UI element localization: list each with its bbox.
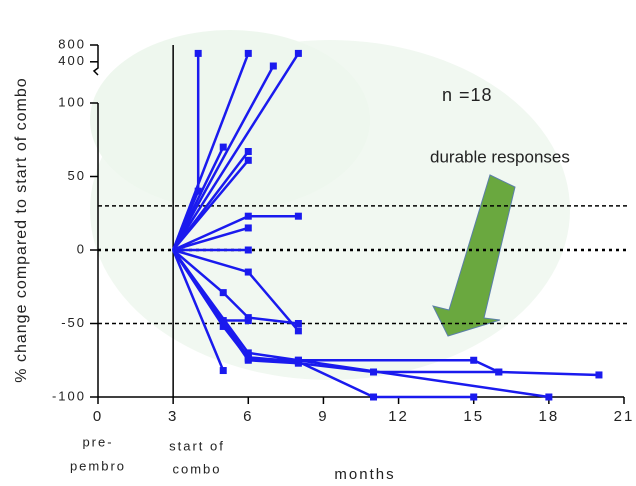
arrow-label: durable responses xyxy=(430,147,570,166)
x-note: pre- xyxy=(82,434,113,449)
data-point xyxy=(370,394,377,401)
data-point xyxy=(470,394,477,401)
data-point xyxy=(295,327,302,334)
y-tick-label: 400 xyxy=(58,53,86,68)
data-point xyxy=(545,394,552,401)
x-note: combo xyxy=(172,461,221,476)
data-point xyxy=(295,357,302,364)
data-point xyxy=(295,320,302,327)
x-tick-label: 15 xyxy=(463,408,484,425)
y-tick-label: -50 xyxy=(61,315,86,330)
x-axis-label: months xyxy=(334,466,395,483)
x-tick-label: 0 xyxy=(93,408,103,425)
x-tick-label: 9 xyxy=(318,408,328,425)
y-tick-label: 50 xyxy=(68,168,86,183)
data-point xyxy=(245,247,252,254)
x-tick-label: 12 xyxy=(388,408,409,425)
data-point xyxy=(220,323,227,330)
x-note: pembro xyxy=(70,458,126,473)
data-point xyxy=(220,289,227,296)
x-tick-label: 21 xyxy=(614,408,635,425)
x-tick-label: 18 xyxy=(539,408,560,425)
data-point xyxy=(245,50,252,57)
data-point xyxy=(295,213,302,220)
chart: % change compared to start of combo mont… xyxy=(0,0,636,486)
data-point xyxy=(495,369,502,376)
data-point xyxy=(470,357,477,364)
y-tick-label: 0 xyxy=(77,241,86,256)
data-point xyxy=(595,371,602,378)
axis-break xyxy=(94,62,98,75)
y-tick-label: -100 xyxy=(52,388,86,403)
data-point xyxy=(245,269,252,276)
y-tick-label: 100 xyxy=(58,94,86,109)
data-point xyxy=(220,367,227,374)
data-point xyxy=(245,148,252,155)
data-point xyxy=(295,50,302,57)
data-point xyxy=(245,213,252,220)
x-note: start of xyxy=(169,438,225,453)
data-point xyxy=(245,157,252,164)
data-point xyxy=(245,224,252,231)
data-point xyxy=(270,63,277,70)
annotation: n =18 xyxy=(442,85,493,105)
x-tick-label: 6 xyxy=(243,408,253,425)
data-point xyxy=(245,355,252,362)
x-tick-label: 3 xyxy=(168,408,178,425)
data-point xyxy=(220,144,227,151)
y-tick-label: 800 xyxy=(58,36,86,51)
data-point xyxy=(195,50,202,57)
data-point xyxy=(245,317,252,324)
y-axis-label: % change compared to start of combo xyxy=(13,77,30,382)
